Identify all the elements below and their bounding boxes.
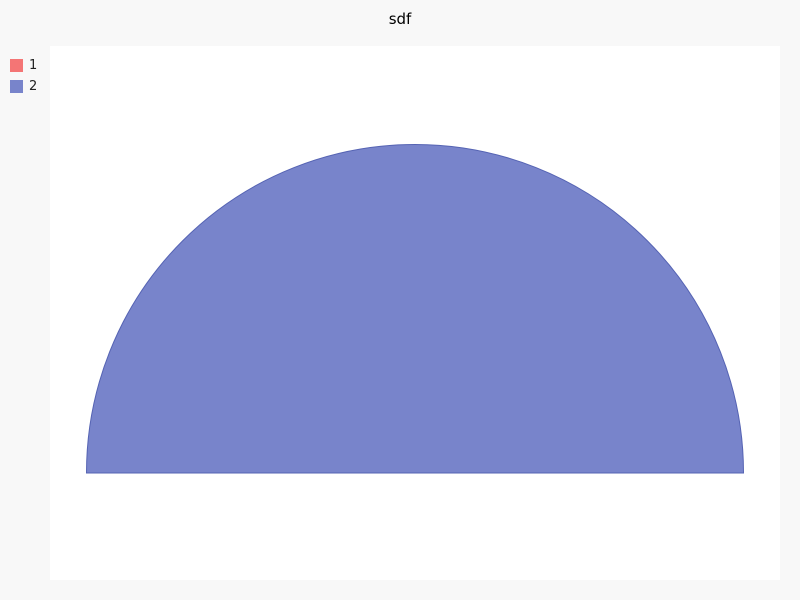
legend-label-2: 2 [29,79,38,94]
pie-slices [85,144,745,474]
legend-swatch-2 [10,80,23,93]
legend-label-1: 1 [29,58,38,73]
legend-item-1[interactable]: 1 [10,55,37,76]
pie-slice-2[interactable] [85,144,745,474]
chart-title: sdf [388,10,412,28]
legend-swatch-1 [10,59,23,72]
legend: 1 2 [10,55,37,97]
legend-item-2[interactable]: 2 [10,76,37,97]
